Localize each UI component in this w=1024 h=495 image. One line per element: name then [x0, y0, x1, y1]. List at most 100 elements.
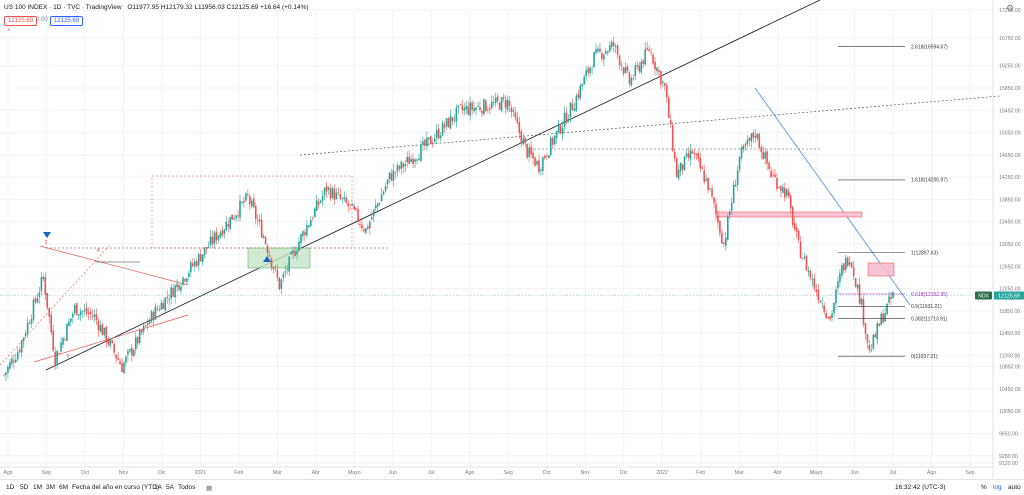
- range-ytd[interactable]: Fecha del año en curso (YTD): [72, 484, 160, 491]
- chart-drawings: 3 4 5: [0, 0, 1001, 371]
- candle-body: [772, 174, 774, 176]
- candle: [252, 193, 255, 209]
- candle-body: [473, 107, 475, 112]
- price-tick-label: 12650.00: [999, 264, 1021, 270]
- range-1m[interactable]: 1M: [33, 484, 43, 491]
- candle-body: [510, 107, 513, 113]
- range-1d[interactable]: 1D: [6, 484, 15, 491]
- candle-body: [378, 203, 381, 204]
- candle: [833, 301, 835, 318]
- candle: [296, 245, 298, 260]
- candle: [540, 167, 542, 176]
- candle: [599, 42, 601, 54]
- candle: [526, 143, 528, 160]
- candle: [544, 154, 546, 160]
- candle: [404, 160, 407, 173]
- candle: [48, 307, 51, 324]
- range-3m[interactable]: 3M: [46, 484, 56, 491]
- candle: [839, 268, 841, 288]
- candle-body: [418, 158, 420, 161]
- auto-toggle[interactable]: auto: [1008, 484, 1021, 491]
- candle: [223, 228, 226, 239]
- settings-gear-icon[interactable]: ⚙: [1006, 3, 1015, 13]
- candle-body: [184, 278, 186, 282]
- candle: [180, 283, 182, 295]
- range-6m[interactable]: 6M: [59, 484, 69, 491]
- candle: [148, 318, 151, 325]
- candle-body: [703, 170, 705, 183]
- candle: [199, 249, 202, 262]
- range-5d[interactable]: 5D: [20, 484, 29, 491]
- candle-body: [428, 137, 430, 140]
- candle-body: [156, 308, 159, 310]
- candle: [620, 61, 623, 72]
- candle-body: [205, 247, 208, 249]
- candle-body: [292, 250, 294, 254]
- range-1a[interactable]: 1A: [154, 484, 162, 491]
- candle-body: [85, 307, 88, 314]
- candle-body: [416, 159, 418, 161]
- candle-body: [805, 256, 808, 271]
- candle-body: [38, 292, 41, 298]
- candle: [463, 102, 466, 116]
- candle-body: [866, 334, 869, 343]
- buy-button[interactable]: 12125.69: [50, 16, 84, 26]
- candle-body: [188, 273, 190, 278]
- candle: [856, 283, 859, 293]
- candle-body: [174, 285, 176, 298]
- collapse-chevron-icon[interactable]: ⌃: [6, 29, 12, 36]
- candle: [799, 235, 802, 259]
- candle: [28, 320, 31, 325]
- time-tick-label: Ago: [465, 470, 474, 476]
- candle-body: [329, 188, 332, 199]
- log-toggle[interactable]: log: [993, 484, 1002, 491]
- candle: [677, 164, 680, 181]
- candle: [862, 295, 865, 328]
- candle-body: [664, 83, 666, 86]
- candle-body: [646, 47, 648, 50]
- sell-button[interactable]: 12125.69: [4, 16, 38, 26]
- time-tick-label: Feb: [234, 470, 243, 476]
- candle-body: [351, 203, 353, 206]
- candle-body: [498, 102, 501, 110]
- candle: [597, 45, 599, 54]
- candle: [553, 135, 556, 147]
- candle: [119, 358, 121, 365]
- candle: [445, 118, 448, 130]
- candle: [471, 100, 473, 116]
- candle-body: [24, 333, 27, 336]
- candle-body: [75, 303, 78, 316]
- candle-body: [854, 278, 857, 287]
- candle: [311, 215, 314, 222]
- candle-body: [359, 224, 361, 225]
- candle: [573, 102, 576, 112]
- candle-body: [426, 137, 428, 147]
- percent-toggle[interactable]: %: [981, 484, 987, 491]
- candle: [123, 360, 125, 375]
- range-5a[interactable]: 5A: [166, 484, 174, 491]
- candle: [514, 107, 517, 121]
- candle-body: [148, 321, 151, 324]
- candle-body: [79, 311, 82, 315]
- candle: [764, 147, 766, 166]
- candle-body: [587, 68, 589, 73]
- candle-body: [662, 81, 664, 83]
- symbol-title[interactable]: US 100 INDEX · 1D · TVC · TradingView: [4, 4, 122, 11]
- candle-body: [142, 325, 145, 332]
- candle-body: [168, 299, 171, 301]
- candle-body: [367, 226, 369, 229]
- candle-body: [15, 359, 17, 363]
- candle-body: [245, 193, 247, 201]
- candle-body: [685, 153, 688, 157]
- candle-body: [343, 196, 346, 199]
- candle: [160, 299, 163, 311]
- candle: [846, 255, 849, 268]
- candle: [95, 308, 98, 325]
- clock[interactable]: 16:32:42 (UTC-3): [895, 484, 946, 491]
- candle: [327, 186, 330, 195]
- candle: [626, 63, 629, 74]
- calendar-icon[interactable]: ▦: [206, 485, 213, 492]
- candle: [205, 246, 208, 255]
- range-all[interactable]: Todos: [178, 484, 196, 491]
